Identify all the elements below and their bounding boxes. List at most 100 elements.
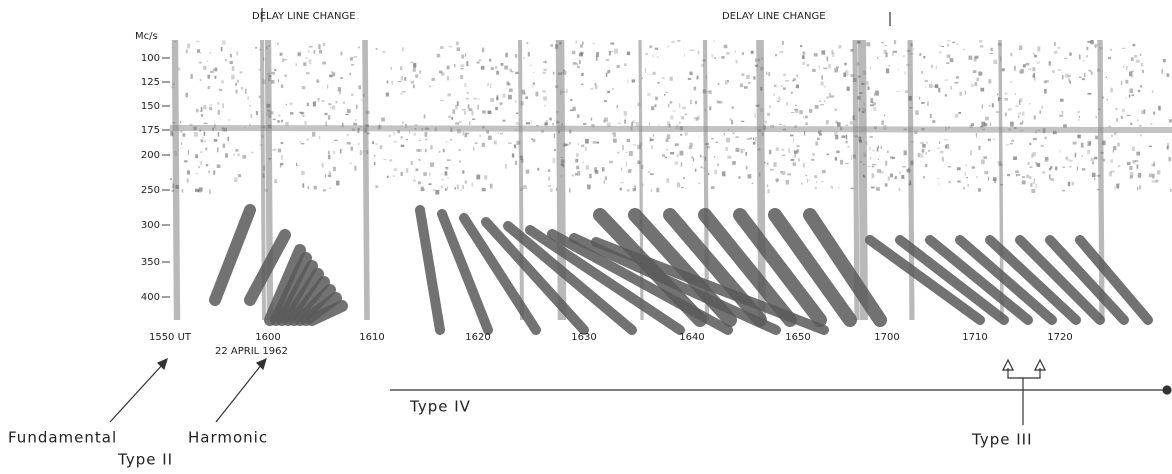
noise — [203, 105, 207, 110]
noise — [375, 185, 379, 188]
noise — [418, 139, 421, 142]
noise — [466, 132, 470, 135]
noise — [885, 160, 888, 166]
noise — [881, 41, 884, 44]
noise — [1001, 68, 1005, 72]
noise — [1098, 108, 1101, 110]
noise — [1016, 173, 1021, 176]
noise — [349, 57, 353, 61]
noise — [760, 66, 764, 71]
noise — [445, 166, 449, 170]
noise — [966, 177, 969, 179]
noise — [400, 66, 403, 71]
noise — [1168, 156, 1171, 162]
noise — [296, 162, 298, 167]
noise — [327, 115, 331, 120]
noise — [171, 183, 175, 189]
noise — [1032, 151, 1036, 157]
noise — [1010, 81, 1013, 83]
noise — [209, 104, 213, 106]
noise — [544, 104, 546, 107]
frequency-label: 150 — [141, 101, 160, 112]
noise — [913, 47, 915, 51]
noise — [1032, 181, 1036, 184]
noise — [978, 145, 981, 151]
noise — [1067, 75, 1072, 78]
noise — [446, 177, 450, 179]
noise — [174, 40, 177, 43]
noise — [322, 43, 326, 46]
noise — [209, 51, 212, 54]
noise — [808, 108, 813, 113]
noise — [999, 56, 1002, 62]
time-label: 1620 — [465, 332, 490, 343]
noise — [976, 77, 979, 82]
noise — [261, 135, 264, 138]
noise — [707, 146, 710, 149]
noise — [850, 49, 854, 52]
noise — [1132, 43, 1136, 47]
noise — [669, 101, 673, 104]
noise — [622, 145, 624, 151]
noise — [514, 160, 518, 165]
noise — [1110, 170, 1115, 173]
noise — [414, 124, 418, 126]
band — [803, 208, 887, 327]
noise — [1088, 69, 1092, 72]
noise — [881, 120, 884, 125]
noise — [937, 147, 940, 149]
noise — [834, 131, 838, 136]
noise — [931, 81, 933, 84]
noise — [975, 176, 978, 179]
noise — [665, 156, 668, 159]
noise — [793, 78, 797, 81]
noise — [939, 51, 942, 54]
noise — [792, 138, 794, 144]
noise — [1076, 166, 1078, 171]
noise — [850, 187, 854, 190]
noise — [555, 187, 558, 191]
noise — [1065, 158, 1069, 161]
noise — [780, 85, 783, 88]
noise — [603, 99, 607, 103]
noise — [401, 47, 404, 52]
noise — [476, 61, 480, 64]
noise — [610, 42, 615, 45]
noise — [577, 170, 581, 176]
noise — [267, 109, 271, 113]
noise — [1152, 173, 1155, 179]
noise — [527, 51, 530, 57]
noise — [819, 133, 822, 136]
noise — [1161, 69, 1163, 74]
noise — [1033, 178, 1035, 182]
noise — [1036, 61, 1040, 64]
noise — [845, 162, 849, 165]
noise — [202, 137, 204, 139]
noise — [921, 149, 925, 153]
noise — [227, 136, 230, 142]
noise — [1082, 168, 1086, 171]
noise — [332, 166, 336, 172]
noise — [741, 73, 745, 76]
noise — [924, 80, 928, 83]
noise — [844, 70, 849, 76]
noise — [604, 176, 608, 181]
noise — [902, 166, 906, 168]
noise — [473, 146, 475, 151]
noise — [241, 86, 244, 90]
noise — [1143, 109, 1146, 114]
noise — [1077, 110, 1080, 113]
noise — [1131, 76, 1134, 78]
noise — [830, 185, 834, 189]
noise — [1105, 76, 1107, 78]
noise — [571, 50, 576, 55]
noise — [1153, 161, 1155, 167]
noise — [515, 71, 519, 75]
noise — [702, 89, 706, 94]
noise — [1094, 156, 1098, 160]
time-label: 1720 — [1047, 332, 1072, 343]
noise — [671, 41, 675, 43]
noise — [954, 81, 959, 84]
noise — [225, 58, 227, 62]
noise — [1048, 167, 1052, 171]
